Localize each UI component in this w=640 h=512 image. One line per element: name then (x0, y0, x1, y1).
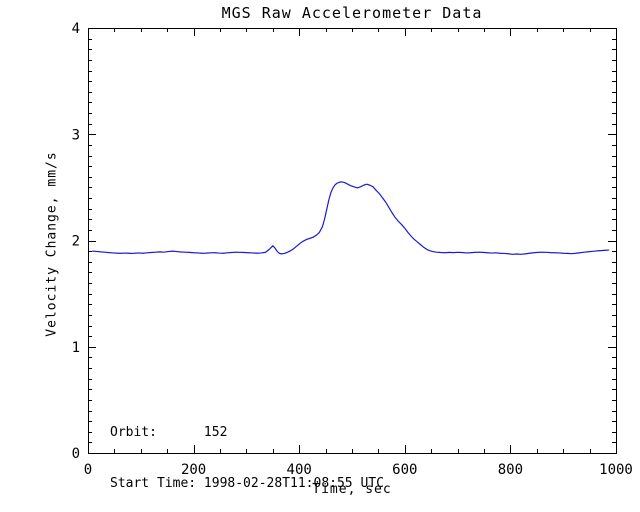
y-axis-title: Velocity Change, mm/s (44, 151, 60, 337)
axis-tick-labels: 0 200 400 600 800 1000 0 1 2 3 4 (72, 21, 633, 478)
annotation-orbit: Orbit: 152 (110, 425, 228, 440)
y-tick-label: 3 (72, 127, 80, 143)
chart-title: MGS Raw Accelerometer Data (221, 4, 483, 22)
velocity-change-line (92, 181, 610, 255)
data-series-line (92, 181, 610, 255)
x-axis-title: Time, sec (312, 482, 392, 497)
x-tick-label: 400 (287, 462, 312, 478)
y-tick-label: 2 (72, 234, 80, 250)
x-tick-label: 800 (498, 462, 523, 478)
annotation-block: Orbit: 152 Start Time: 1998-02-28T11:08:… (110, 390, 384, 512)
x-tick-label: 200 (181, 462, 206, 478)
x-tick-label: 600 (392, 462, 417, 478)
y-tick-label: 1 (72, 340, 80, 356)
annotation-start-time: Start Time: 1998-02-28T11:08:55 UTC (110, 476, 384, 491)
x-tick-label: 1000 (599, 462, 633, 478)
y-tick-label: 0 (72, 446, 80, 462)
x-tick-label: 0 (84, 462, 92, 478)
axis-ticks (88, 28, 617, 454)
y-tick-label: 4 (72, 21, 80, 37)
